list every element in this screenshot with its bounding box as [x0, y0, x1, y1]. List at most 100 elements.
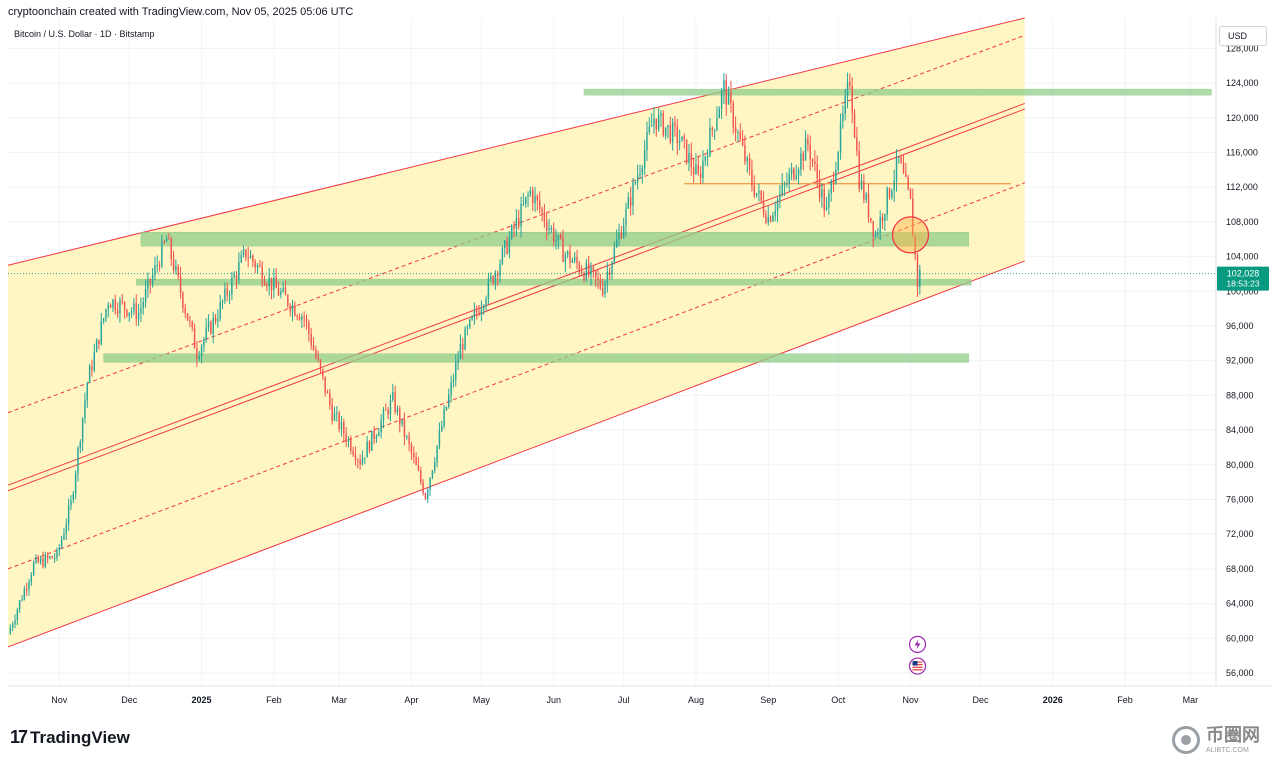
candle-body	[662, 113, 665, 136]
candle-body	[559, 234, 562, 239]
candle-body	[9, 627, 12, 634]
candle-body	[319, 360, 322, 370]
candle-body	[455, 362, 457, 380]
tradingview-logo[interactable]: 17 TradingView	[10, 727, 130, 748]
candle-body	[690, 153, 693, 168]
candle-body	[755, 193, 758, 196]
candle-body	[578, 263, 581, 272]
candle-body	[800, 153, 802, 170]
candle-body	[828, 193, 830, 208]
candle-body	[77, 448, 79, 474]
candle-body	[909, 188, 912, 199]
candle-body	[282, 287, 284, 292]
candle-body	[193, 327, 196, 349]
candle-body	[702, 160, 704, 178]
candle-body	[16, 609, 19, 621]
candle-body	[457, 359, 459, 363]
candle-body	[338, 413, 340, 430]
candle-body	[524, 196, 527, 204]
candle-body	[555, 239, 557, 242]
currency-button[interactable]: USD	[1219, 26, 1267, 46]
candle-body	[240, 255, 242, 263]
x-tick-label: 2026	[1043, 695, 1063, 705]
candle-body	[490, 276, 492, 279]
x-tick-label: Aug	[688, 695, 704, 705]
candle-body	[226, 288, 228, 296]
candle-body	[189, 320, 191, 322]
candle-body	[32, 562, 35, 575]
watermark-logo-icon	[1172, 726, 1200, 754]
candle-body	[105, 309, 107, 319]
candle-body	[58, 547, 61, 550]
candle-body	[42, 558, 44, 567]
candle-body	[776, 199, 779, 212]
candle-body	[811, 159, 814, 162]
candle-body	[550, 228, 553, 230]
channel-middle-line	[7, 108, 1025, 492]
candle-body	[520, 203, 522, 227]
candle-body	[224, 288, 226, 301]
x-tick-label: Dec	[972, 695, 989, 705]
candle-body	[760, 190, 762, 201]
candle-body	[357, 460, 359, 462]
candle-body	[513, 225, 515, 229]
candle-body	[326, 392, 329, 394]
candle-body	[51, 556, 54, 559]
candle-body	[205, 327, 207, 340]
channel-fill	[8, 18, 1025, 647]
candle-body	[835, 169, 837, 184]
candle-body	[888, 188, 891, 198]
candle-body	[874, 234, 877, 237]
zone-rect	[103, 353, 970, 363]
candle-body	[788, 174, 790, 184]
candle-body	[497, 273, 499, 276]
candle-body	[270, 277, 273, 291]
candle-body	[422, 481, 424, 494]
x-tick-label: May	[473, 695, 491, 705]
candle-body	[758, 190, 760, 194]
candle-body	[737, 132, 739, 134]
candle-body	[324, 376, 326, 393]
candle-body	[863, 180, 865, 200]
candle-body	[434, 462, 436, 471]
candle-body	[296, 315, 298, 317]
x-tick-label: Nov	[51, 695, 68, 705]
candle-body	[25, 589, 28, 591]
candle-body	[119, 300, 121, 314]
candle-body	[795, 175, 797, 180]
candle-body	[895, 157, 898, 181]
candle-body	[916, 254, 919, 288]
zone-rect	[583, 88, 1212, 96]
candle-body	[144, 289, 147, 303]
candle-body	[67, 505, 70, 525]
candle-body	[149, 278, 151, 284]
candle-body	[786, 183, 788, 185]
candle-body	[95, 339, 98, 353]
candle-body	[210, 322, 212, 334]
candle-body	[632, 182, 634, 206]
candle-body	[769, 217, 772, 222]
candle-body	[552, 228, 555, 242]
candle-body	[114, 299, 116, 311]
candle-body	[28, 582, 30, 590]
x-tick-label: Oct	[831, 695, 846, 705]
candle-body	[133, 303, 135, 312]
candle-body	[681, 136, 683, 142]
candle-body	[249, 255, 252, 259]
candle-body	[881, 217, 884, 221]
candle-body	[18, 600, 21, 610]
candle-body	[39, 558, 42, 563]
candle-body	[657, 115, 660, 130]
candle-body	[499, 263, 501, 276]
candle-body	[331, 404, 333, 421]
candle-body	[116, 310, 119, 314]
candle-body	[175, 265, 177, 271]
candle-body	[669, 125, 672, 142]
candle-body	[294, 305, 296, 316]
candle-body	[478, 312, 480, 315]
candle-body	[853, 112, 856, 138]
channel-upper-line	[7, 17, 1025, 266]
x-tick-label: Apr	[404, 695, 418, 705]
candle-body	[571, 260, 574, 263]
